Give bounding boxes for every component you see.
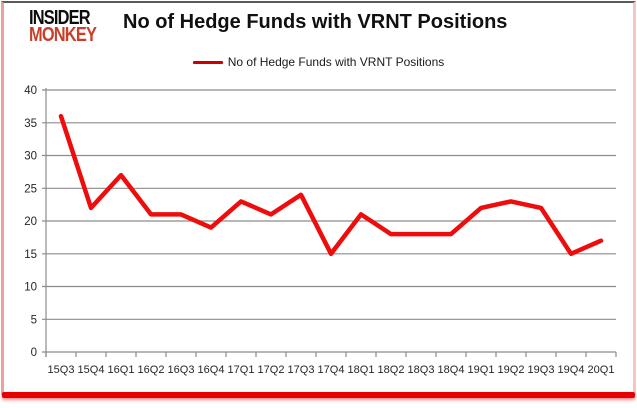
y-axis-tick-label: 30 bbox=[24, 151, 37, 163]
x-axis-tick-label: 16Q4 bbox=[198, 364, 225, 376]
x-axis-tick-label: 15Q3 bbox=[48, 364, 75, 376]
x-axis-tick-label: 18Q3 bbox=[408, 364, 435, 376]
logo-text-monkey: MONKEY bbox=[29, 24, 97, 46]
y-axis-tick-label: 10 bbox=[24, 282, 37, 294]
x-axis-tick-label: 16Q1 bbox=[108, 364, 135, 376]
x-axis-tick-label: 20Q1 bbox=[588, 364, 615, 376]
insider-monkey-logo: INSIDER MONKEY bbox=[29, 7, 124, 46]
y-axis-tick-label: 40 bbox=[24, 85, 37, 97]
x-axis-tick-label: 19Q4 bbox=[558, 364, 585, 376]
x-axis-tick-label: 17Q4 bbox=[318, 364, 345, 376]
series-line bbox=[58, 113, 604, 257]
y-axis-tick-label: 0 bbox=[31, 347, 37, 359]
chart-frame bbox=[1, 1, 636, 395]
x-axis-tick-label: 18Q1 bbox=[348, 364, 375, 376]
y-axis-tick-label: 20 bbox=[24, 216, 37, 228]
legend-label: No of Hedge Funds with VRNT Positions bbox=[227, 55, 445, 69]
x-axis-tick-label: 16Q3 bbox=[168, 364, 195, 376]
x-axis-tick-label: 17Q3 bbox=[288, 364, 315, 376]
y-axis-tick-label: 35 bbox=[24, 118, 37, 130]
x-axis-tick-label: 17Q2 bbox=[258, 364, 285, 376]
legend: No of Hedge Funds with VRNT Positions bbox=[0, 55, 637, 69]
x-axis-tick-label: 16Q2 bbox=[138, 364, 165, 376]
logo-text-insider: INSIDER bbox=[29, 7, 91, 29]
bottom-accent-bar bbox=[2, 392, 635, 398]
y-axis-tick-label: 15 bbox=[24, 249, 37, 261]
y-axis-tick-label: 25 bbox=[24, 183, 37, 195]
x-axis-tick-label: 19Q2 bbox=[498, 364, 525, 376]
legend-line-marker bbox=[192, 60, 223, 64]
x-axis-tick-label: 18Q2 bbox=[378, 364, 405, 376]
x-axis-tick-label: 15Q4 bbox=[78, 364, 105, 376]
x-axis-tick-label: 18Q4 bbox=[438, 364, 465, 376]
x-axis-tick-label: 19Q3 bbox=[528, 364, 555, 376]
x-axis-tick-label: 17Q1 bbox=[228, 364, 255, 376]
x-axis-tick-label: 19Q1 bbox=[468, 364, 495, 376]
y-axis-tick-label: 5 bbox=[31, 314, 37, 326]
chart-title: No of Hedge Funds with VRNT Positions bbox=[123, 11, 508, 33]
chart-canvas: 0 5 10 15 20 25 30 35 40 15Q3 15Q4 16Q1 16Q2 16Q3 16Q4… bbox=[24, 85, 617, 376]
